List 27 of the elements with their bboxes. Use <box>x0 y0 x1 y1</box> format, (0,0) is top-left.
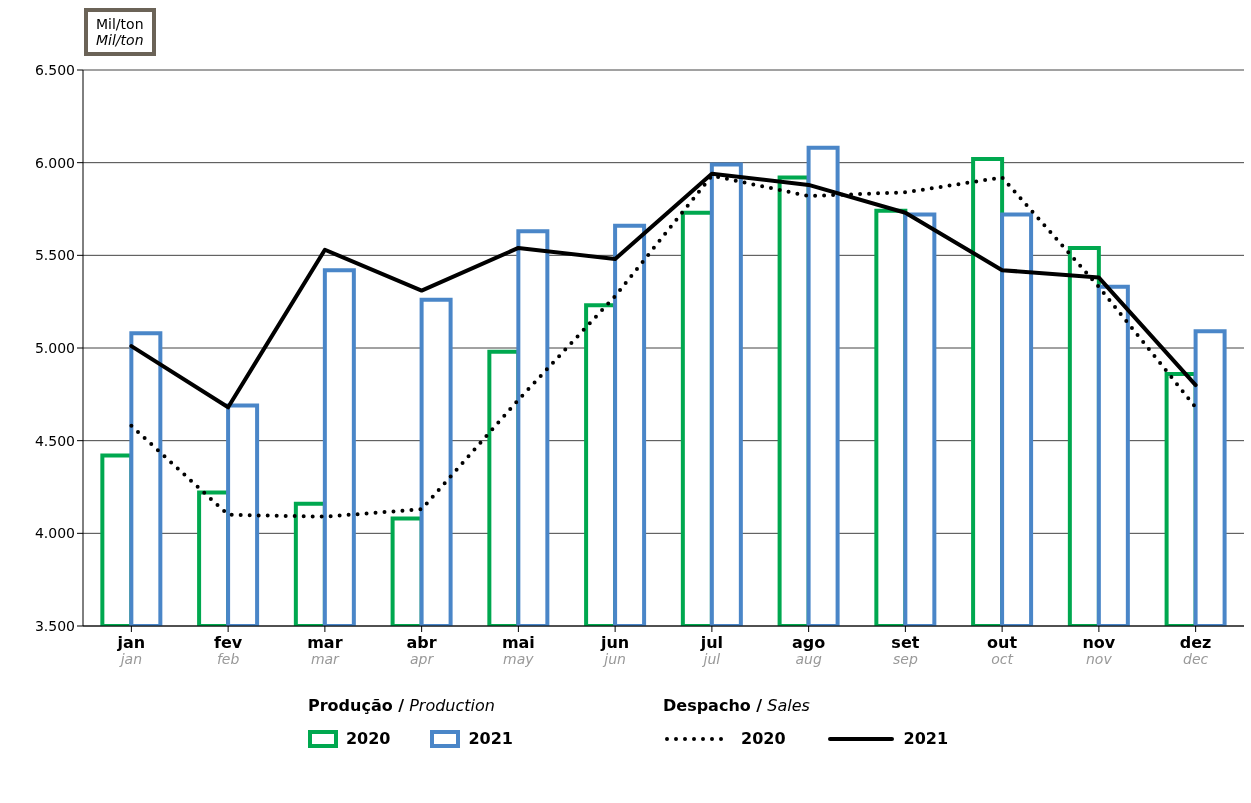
text: Produção / Production <box>307 696 495 715</box>
legend-label: 2021 <box>903 729 949 748</box>
x-tick-label: out oct <box>987 633 1018 667</box>
line-series <box>129 173 1198 519</box>
x-tick-label: jun jun <box>599 633 630 667</box>
x-tick-label: mar mar <box>307 633 343 667</box>
legend-label: 2020 <box>345 729 391 748</box>
x-tick-label: jul jul <box>699 633 724 667</box>
x-tick-label: abr apr <box>406 633 437 667</box>
y-tick-label: 3.500 <box>34 617 75 634</box>
y-tick-label: 5.000 <box>34 339 75 356</box>
y-tick-label: 4.500 <box>34 432 75 449</box>
legend-label: 2020 <box>741 729 786 748</box>
x-tick-label: jan jan <box>116 633 146 667</box>
x-tick-label: mai may <box>501 633 535 667</box>
x-tick-label: nov nov <box>1082 633 1116 667</box>
x-tick-label: set sep <box>891 633 920 667</box>
y-tick-label: 6.500 <box>34 61 75 78</box>
x-tick-label: fev feb <box>214 633 243 667</box>
x-tick-label: ago aug <box>792 633 826 667</box>
y-axis-title: Mil/ton Mil/ton <box>96 16 144 48</box>
y-tick-label: 5.500 <box>34 247 75 264</box>
y-tick-label: 4.000 <box>34 525 75 542</box>
legend-label: 2021 <box>468 729 513 748</box>
x-tick-label: dez dec <box>1179 633 1212 667</box>
text: Despacho / Sales <box>663 696 810 715</box>
y-tick-label: 6.000 <box>34 154 75 171</box>
